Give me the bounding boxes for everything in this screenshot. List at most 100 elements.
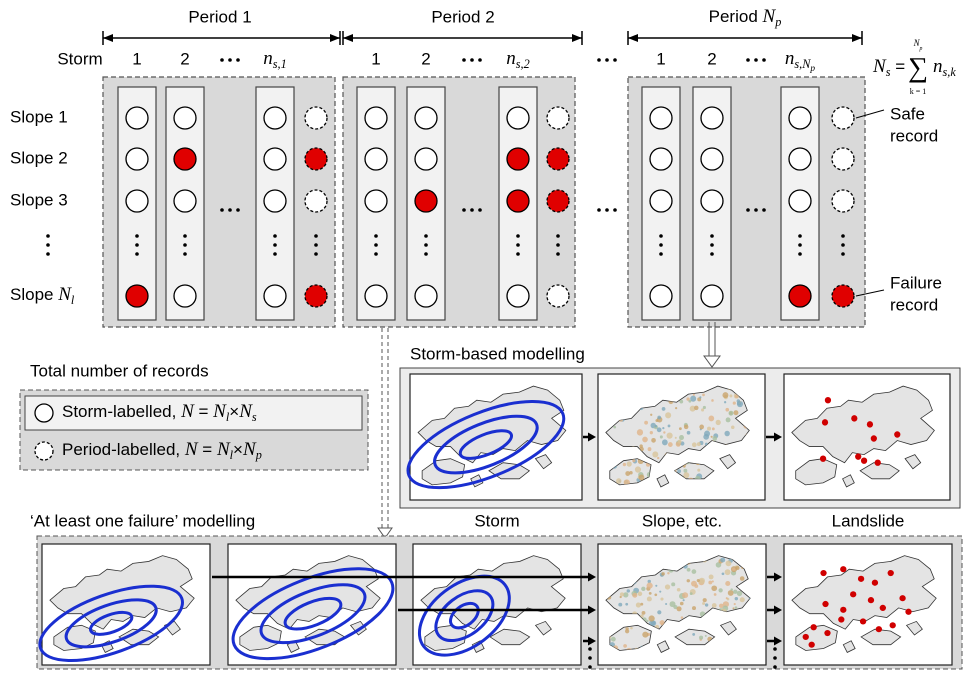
column-label: Storm <box>474 511 519 530</box>
diagram: Total number of records Storm-based mode… <box>0 0 971 675</box>
landslide-dot <box>822 419 828 425</box>
storm-record <box>789 190 811 212</box>
storm-record <box>174 107 196 129</box>
ellipsis-dot <box>746 208 750 212</box>
note: Failure <box>890 273 942 292</box>
storm-record <box>365 148 387 170</box>
slope-speck <box>729 394 732 397</box>
ellipsis-dot <box>516 243 520 247</box>
slope-speck <box>699 636 703 640</box>
slope-speck <box>613 426 616 429</box>
ellipsis-dot <box>273 234 277 238</box>
ellipsis-dot <box>516 252 520 256</box>
storm-record <box>174 190 196 212</box>
text-part: s,2 <box>516 57 530 71</box>
ellipsis-dot <box>659 252 663 256</box>
period-record <box>305 148 327 170</box>
ellipsis-dot <box>424 252 428 256</box>
landslide-dot <box>880 605 886 611</box>
slope-speck <box>655 585 657 587</box>
slope-speck <box>632 593 637 598</box>
storm-record <box>789 285 811 307</box>
ellipsis-dot <box>220 208 224 212</box>
slope-speck <box>692 569 697 574</box>
slope-speck <box>690 592 693 595</box>
slope-speck <box>642 437 648 443</box>
slope-speck <box>641 587 645 591</box>
slope-speck <box>620 592 624 596</box>
slope-speck <box>654 593 657 596</box>
ellipsis-dot <box>46 234 50 238</box>
slope-speck <box>735 597 738 600</box>
storm-record <box>701 148 723 170</box>
slope-speck <box>646 620 648 622</box>
connector-head <box>704 356 720 367</box>
slope-speck <box>620 596 622 598</box>
slope-speck <box>725 569 731 575</box>
landslide-dot <box>822 601 828 607</box>
slope-speck <box>623 644 627 648</box>
storm-index: 1 <box>656 49 665 68</box>
landslide-dot <box>803 634 809 640</box>
storm-record <box>650 285 672 307</box>
storm-record <box>507 285 529 307</box>
slope-speck <box>687 579 690 582</box>
slope-speck <box>684 425 689 430</box>
slope-speck <box>697 442 701 446</box>
ellipsis-dot <box>798 252 802 256</box>
storm-index: ns,Np <box>785 48 816 74</box>
storm-index: ns,2 <box>506 48 529 70</box>
ellipsis-dot <box>374 252 378 256</box>
period-label: Period 1 <box>188 7 251 26</box>
ellipsis-dot <box>273 243 277 247</box>
landslide-dot <box>820 570 826 576</box>
period-record <box>305 190 327 212</box>
text-part: s <box>252 410 257 424</box>
note: Safe <box>890 104 925 123</box>
formula-sigma: ∑ <box>908 52 928 83</box>
slope-speck <box>667 572 669 574</box>
text-part: Period <box>709 7 763 26</box>
slope-speck <box>725 408 729 412</box>
storm-record <box>126 190 148 212</box>
ellipsis-dot <box>135 252 139 256</box>
slope-speck <box>712 603 717 608</box>
landslide-dot <box>809 642 815 648</box>
ellipsis-dot <box>613 208 617 212</box>
panel-title: ‘At least one failure’ modelling <box>30 511 255 530</box>
landslide-dot <box>867 421 873 427</box>
slope-speck <box>637 429 643 435</box>
text-part: = <box>194 402 213 421</box>
slope-speck <box>702 393 705 396</box>
slope-speck <box>681 616 684 618</box>
ellipsis-dot <box>659 243 663 247</box>
note: record <box>890 126 938 145</box>
slope-speck <box>732 607 734 609</box>
slope-speck <box>730 588 732 590</box>
storm-record <box>126 107 148 129</box>
ellipsis-dot <box>236 58 240 62</box>
storm-record <box>701 285 723 307</box>
period-label: Period Np <box>709 6 782 28</box>
slope-speck <box>694 406 698 411</box>
ellipsis-dot <box>478 208 482 212</box>
slope-speck <box>649 592 652 595</box>
landslide-dot <box>820 455 826 461</box>
storm-index: 2 <box>707 49 716 68</box>
slope-speck <box>679 427 682 430</box>
slope-speck <box>712 580 714 582</box>
ellipsis-dot <box>556 243 560 247</box>
column-label: Slope, etc. <box>642 511 722 530</box>
storm-index: 1 <box>132 49 141 68</box>
slope-speck <box>657 416 661 420</box>
slope-speck <box>691 581 697 587</box>
storm-record <box>701 107 723 129</box>
storm-record <box>650 148 672 170</box>
slope-speck <box>687 431 691 435</box>
slope-speck <box>650 431 653 434</box>
slope-speck <box>629 471 632 475</box>
slope-speck <box>625 603 628 606</box>
text-part: n <box>785 48 795 69</box>
slope-label: Slope Nl <box>10 284 75 306</box>
storm-record <box>507 148 529 170</box>
